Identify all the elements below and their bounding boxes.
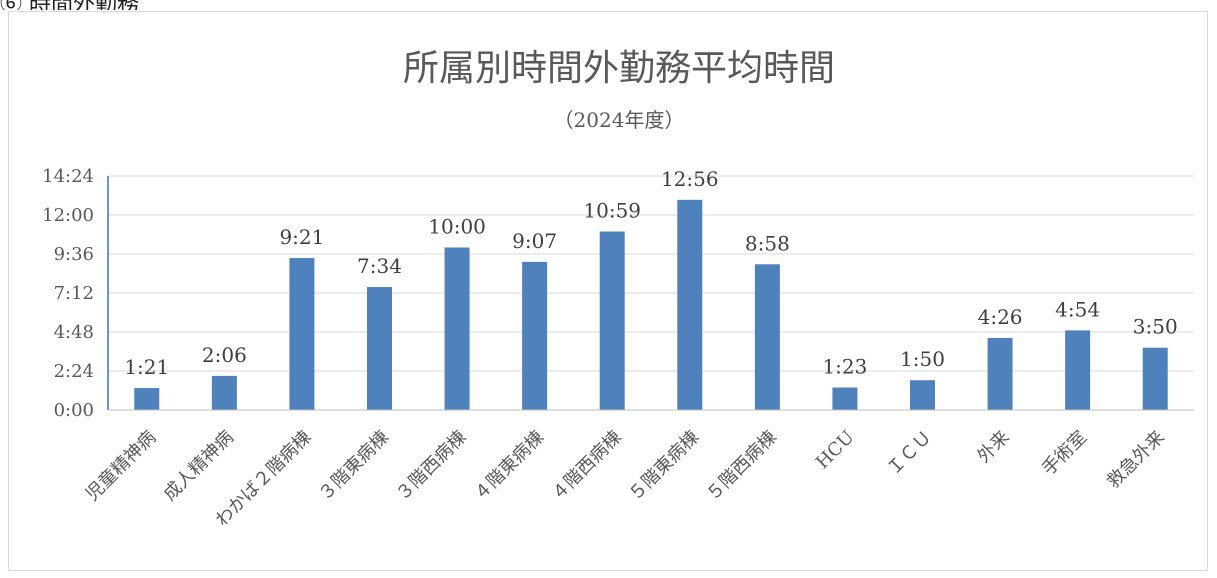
bar — [367, 287, 392, 410]
bar — [910, 380, 935, 410]
bar — [211, 375, 237, 410]
bar — [134, 388, 160, 410]
gridlines — [108, 175, 1194, 372]
x-tick-label: 救急外来 — [1103, 427, 1169, 493]
data-label: 1:21 — [124, 355, 169, 379]
data-label: 9:21 — [279, 225, 324, 249]
page-heading-fragment: ⑥ 時間外勤務 — [0, 0, 400, 10]
data-label: 4:26 — [978, 305, 1023, 329]
bar — [289, 258, 315, 410]
y-tick-label: 12:00 — [42, 205, 94, 226]
x-tick-label: ３階西病棟 — [392, 427, 470, 505]
bar — [987, 337, 1013, 410]
x-tick-label: ４階東病棟 — [470, 427, 548, 505]
data-label: 3:50 — [1133, 315, 1178, 339]
data-label: 10:59 — [583, 199, 641, 223]
chart-subtitle: （2024年度） — [554, 108, 685, 132]
x-tick-label: ５階東病棟 — [625, 427, 703, 505]
x-tick-label: HCU — [812, 427, 858, 473]
data-label: 9:07 — [512, 229, 557, 253]
bar-chart: 所属別時間外勤務平均時間 （2024年度） 0:00 2:24 4:48 7:12 9:… — [42, 48, 1194, 531]
y-tick-label: 9:36 — [54, 244, 94, 265]
bar — [677, 199, 703, 410]
y-axis-ticks: 0:00 2:24 4:48 7:12 9:36 12:00 14:24 — [42, 166, 94, 421]
data-label: 10:00 — [428, 215, 486, 239]
bar — [1142, 347, 1168, 410]
data-label: 8:58 — [745, 231, 790, 255]
data-label: 4:54 — [1055, 297, 1100, 321]
bar — [754, 264, 780, 410]
y-tick-label: 0:00 — [54, 400, 94, 421]
data-label: 2:06 — [202, 343, 247, 367]
data-label: 1:23 — [822, 355, 867, 379]
x-tick-label: ３階東病棟 — [315, 427, 393, 505]
x-tick-label: ５階西病棟 — [702, 427, 780, 505]
bars — [134, 199, 1168, 410]
chart-frame: 所属別時間外勤務平均時間 （2024年度） 0:00 2:24 4:48 7:12 9:… — [8, 11, 1208, 571]
bar — [1065, 330, 1091, 410]
x-tick-label: 児童精神病 — [82, 427, 160, 505]
data-label: 1:50 — [900, 347, 945, 371]
y-tick-label: 14:24 — [42, 166, 94, 187]
bar — [522, 261, 548, 410]
chart-title: 所属別時間外勤務平均時間 — [403, 48, 835, 89]
x-tick-label: ＩＣＵ — [883, 427, 936, 480]
y-tick-label: 2:24 — [54, 361, 94, 382]
x-tick-label: 手術室 — [1038, 427, 1091, 480]
x-tick-label: 外来 — [973, 427, 1013, 467]
x-tick-label: ４階西病棟 — [547, 427, 625, 505]
bar — [832, 387, 858, 410]
bar — [599, 231, 625, 410]
x-tick-label: 成人精神病 — [159, 427, 237, 505]
data-label: 7:34 — [357, 254, 402, 278]
data-labels: 1:21 2:06 9:21 7:34 10:00 9:07 10:59 12:56 8:58 1… — [124, 167, 1177, 379]
y-tick-label: 4:48 — [54, 322, 94, 343]
data-label: 12:56 — [661, 167, 719, 191]
y-tick-label: 7:12 — [54, 283, 94, 304]
bar — [444, 247, 470, 410]
